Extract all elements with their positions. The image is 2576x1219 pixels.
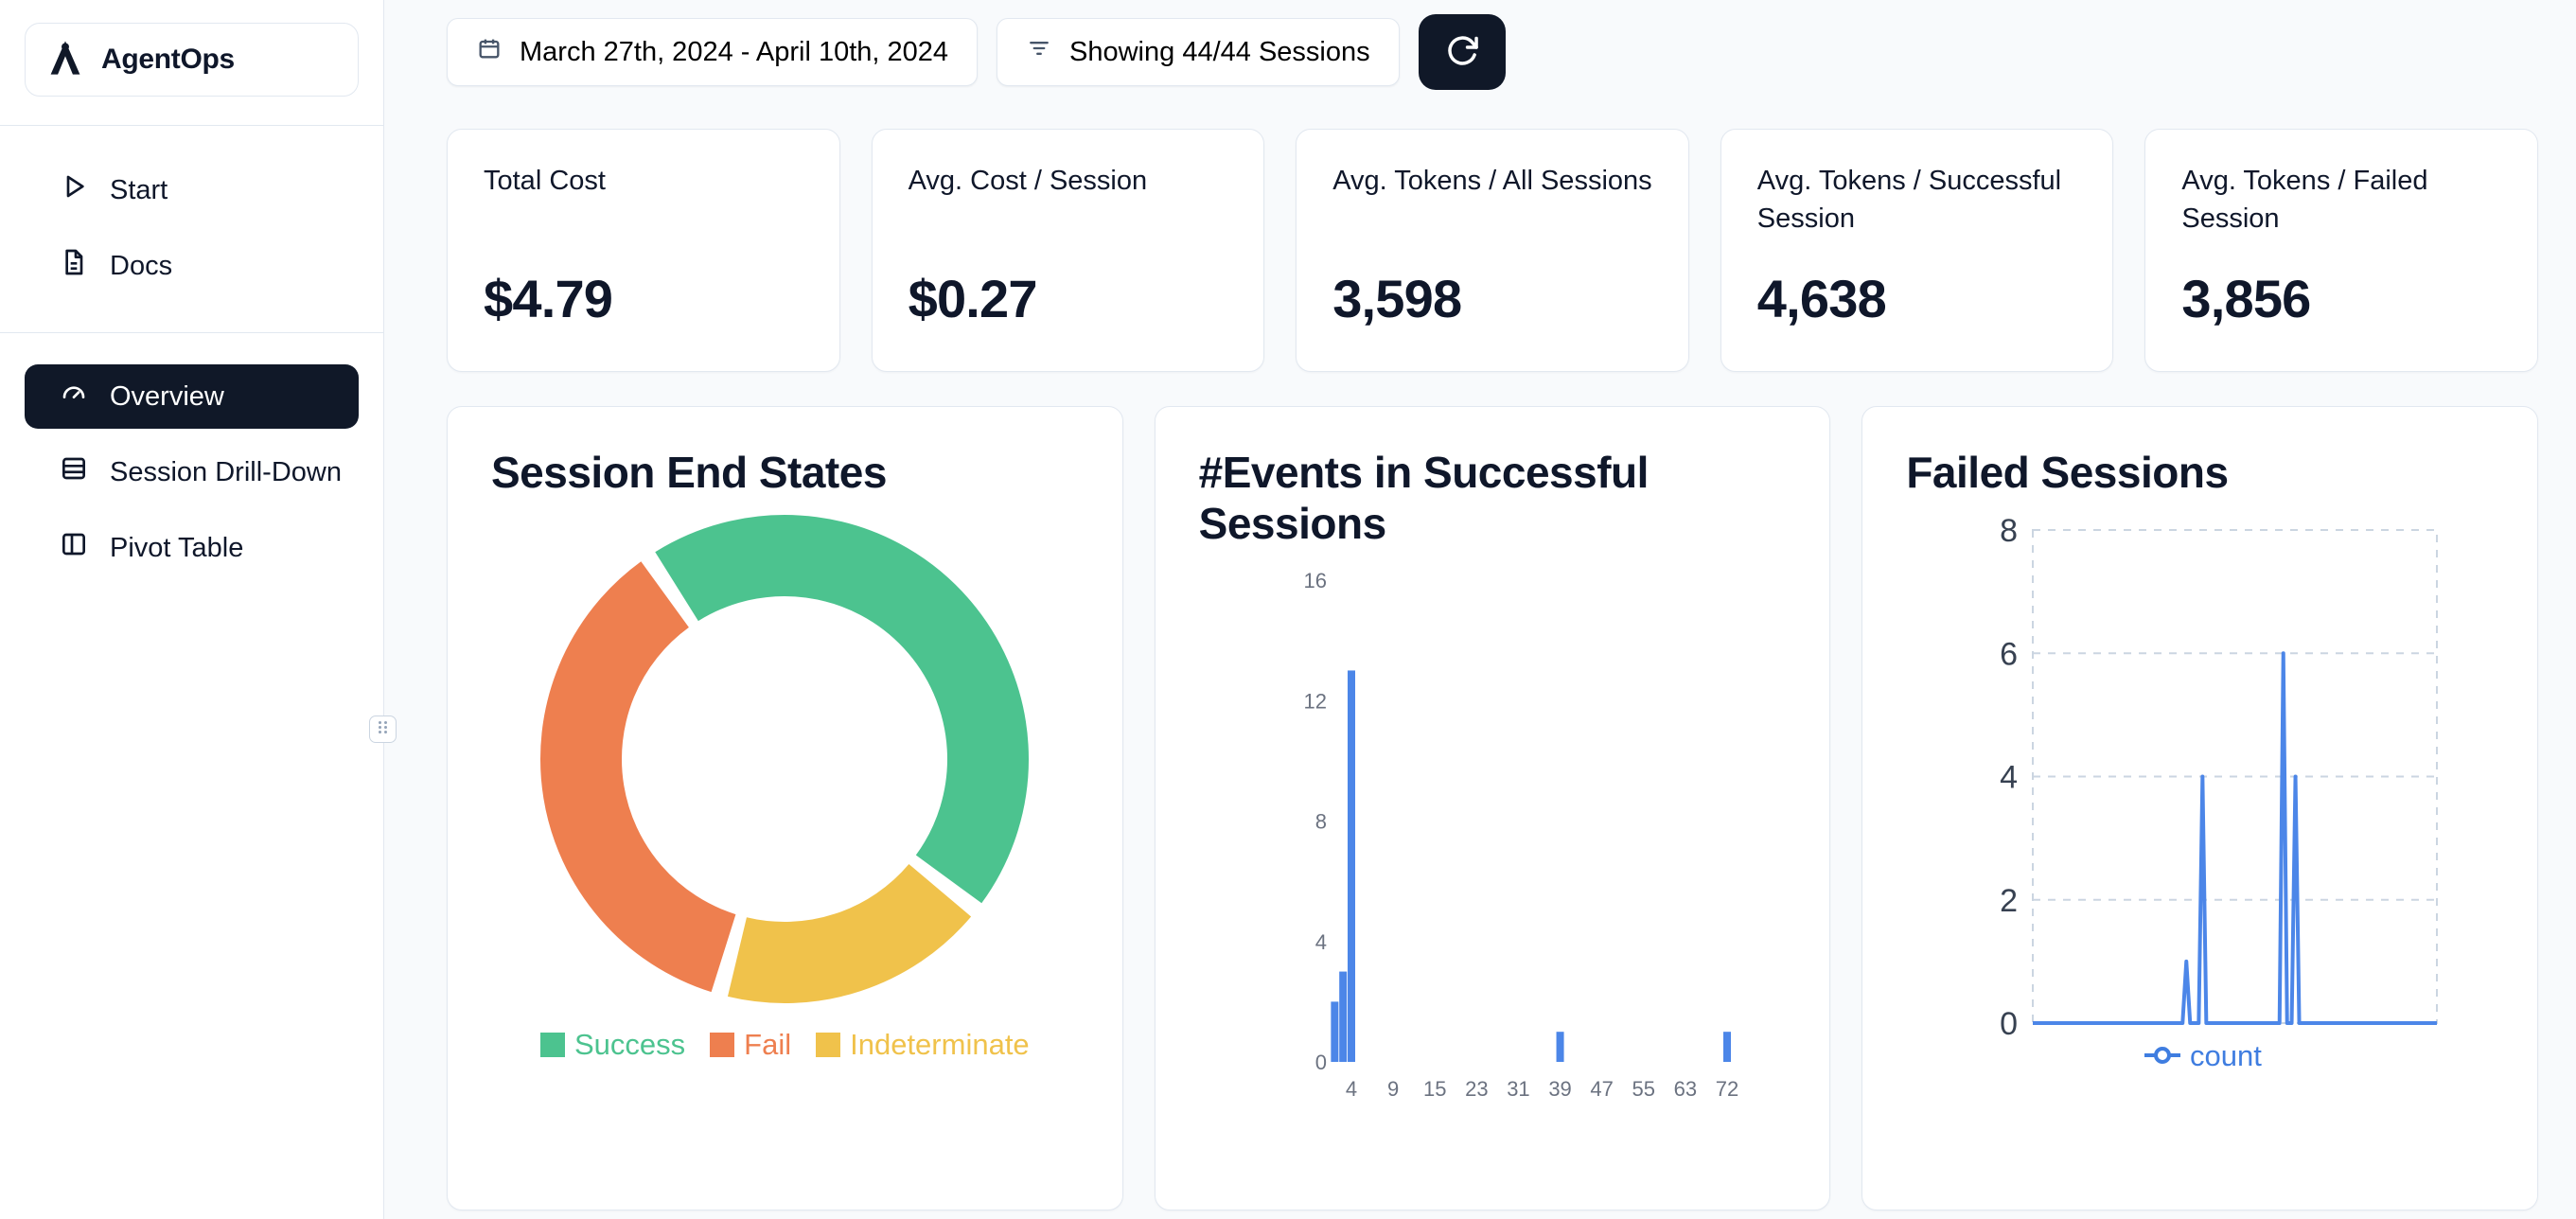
filter-icon — [1026, 35, 1052, 69]
stat-card-avg-tokens-all: Avg. Tokens / All Sessions 3,598 — [1296, 129, 1689, 372]
list-rows-icon — [59, 453, 89, 491]
svg-text:4: 4 — [1346, 1077, 1357, 1101]
sidebar-item-session-drill-down[interactable]: Session Drill-Down — [0, 434, 383, 510]
stat-label: Avg. Tokens / All Sessions — [1332, 166, 1652, 196]
svg-text:count: count — [2190, 1039, 2262, 1072]
svg-text:2: 2 — [2000, 883, 2018, 919]
stat-label: Avg. Tokens / Successful Session — [1756, 166, 2062, 234]
sidebar-item-label: Start — [110, 174, 168, 205]
stat-card-avg-tokens-failed: Avg. Tokens / Failed Session 3,856 — [2144, 129, 2538, 372]
legend-label: Indeterminate — [850, 1028, 1030, 1061]
sidebar-item-label: Docs — [110, 250, 173, 281]
svg-text:4: 4 — [2000, 760, 2018, 796]
calendar-icon — [476, 35, 503, 69]
main-content: March 27th, 2024 - April 10th, 2024 Show… — [384, 0, 2576, 1219]
brand-name: AgentOps — [101, 44, 235, 75]
donut-legend: Success Fail Indeterminate — [491, 1028, 1079, 1062]
legend-label: Success — [573, 1028, 686, 1061]
events-in-successful-sessions-card: #Events in Successful Sessions 0 4 8 12 16 4 9… — [1154, 406, 1831, 1210]
stat-label: Total Cost — [484, 166, 606, 196]
svg-text:9: 9 — [1387, 1077, 1399, 1101]
sidebar-item-overview[interactable]: Overview — [25, 364, 359, 429]
agentops-logo-icon — [44, 37, 86, 83]
legend-swatch-indeterminate — [816, 1033, 841, 1057]
session-end-states-donut — [540, 515, 1030, 1003]
legend-label: Fail — [744, 1028, 792, 1061]
sidebar-nav-top: Start Docs — [0, 152, 383, 304]
date-range-button[interactable]: March 27th, 2024 - April 10th, 2024 — [447, 18, 979, 86]
svg-text:31: 31 — [1507, 1077, 1529, 1101]
stat-label: Avg. Cost / Session — [908, 166, 1148, 196]
stat-card-total-cost: Total Cost $4.79 — [447, 129, 840, 372]
sidebar-item-start[interactable]: Start — [0, 152, 383, 228]
sidebar-item-pivot-table[interactable]: Pivot Table — [0, 510, 383, 586]
refresh-icon — [1444, 33, 1480, 72]
play-icon — [59, 171, 89, 209]
svg-text:47: 47 — [1590, 1077, 1613, 1101]
sidebar-divider — [0, 125, 383, 126]
stat-value: 3,598 — [1332, 269, 1462, 328]
svg-text:55: 55 — [1632, 1077, 1654, 1101]
grip-dots-icon — [377, 720, 389, 739]
sidebar-item-label: Session Drill-Down — [110, 456, 342, 487]
stat-label: Avg. Tokens / Failed Session — [2181, 166, 2428, 234]
sidebar: AgentOps Start Docs Overview — [0, 0, 397, 1219]
session-end-states-card: Session End States Success Fail Indeterm… — [447, 406, 1123, 1210]
legend-swatch-fail — [710, 1033, 735, 1057]
charts-row: Session End States Success Fail Indeterm… — [447, 406, 2538, 1210]
legend-swatch-success — [539, 1033, 565, 1057]
svg-text:4: 4 — [1314, 930, 1326, 954]
svg-text:15: 15 — [1423, 1077, 1446, 1101]
chart-title: #Events in Successful Sessions — [1198, 448, 1650, 548]
sessions-filter-label: Showing 44/44 Sessions — [1069, 36, 1370, 67]
table-columns-icon — [59, 529, 89, 567]
svg-text:16: 16 — [1303, 569, 1326, 592]
sidebar-nav-main: Overview Session Drill-Down Pivot Table — [0, 364, 383, 586]
svg-text:39: 39 — [1548, 1077, 1571, 1101]
stat-value: 4,638 — [1756, 269, 1887, 328]
failed-sessions-chart: 0 2 4 6 8 count — [2000, 513, 2439, 1072]
donut-legend-item[interactable]: Fail — [710, 1028, 791, 1062]
stat-value: 3,856 — [2181, 269, 2311, 328]
donut-legend-item[interactable]: Indeterminate — [816, 1028, 1030, 1062]
svg-text:72: 72 — [1715, 1077, 1738, 1101]
sidebar-resize-handle[interactable] — [369, 716, 397, 743]
svg-text:0: 0 — [1314, 1051, 1326, 1074]
donut-legend-item[interactable]: Success — [539, 1028, 686, 1062]
svg-text:6: 6 — [2000, 636, 2018, 672]
stat-value: $0.27 — [908, 269, 1038, 328]
sidebar-divider — [0, 332, 383, 333]
svg-text:63: 63 — [1673, 1077, 1696, 1101]
stat-card-avg-tokens-successful: Avg. Tokens / Successful Session 4,638 — [1720, 129, 2114, 372]
refresh-button[interactable] — [1418, 14, 1506, 90]
document-icon — [59, 247, 89, 285]
failed-sessions-card: Failed Sessions 0 2 4 6 8 count — [1861, 406, 2538, 1210]
chart-title: Session End States — [491, 448, 887, 497]
svg-text:0: 0 — [2000, 1006, 2018, 1042]
stat-value: $4.79 — [484, 269, 613, 328]
svg-text:12: 12 — [1303, 689, 1326, 713]
gauge-icon — [59, 378, 89, 415]
svg-text:8: 8 — [2000, 513, 2018, 549]
stats-row: Total Cost $4.79 Avg. Cost / Session $0.… — [447, 129, 2538, 372]
chart-title: Failed Sessions — [1906, 448, 2229, 497]
brand-box[interactable]: AgentOps — [25, 23, 359, 97]
sidebar-item-docs[interactable]: Docs — [0, 228, 383, 304]
sessions-filter-button[interactable]: Showing 44/44 Sessions — [997, 18, 1400, 86]
svg-text:23: 23 — [1465, 1077, 1488, 1101]
date-range-label: March 27th, 2024 - April 10th, 2024 — [520, 36, 949, 67]
topbar: March 27th, 2024 - April 10th, 2024 Show… — [447, 13, 2538, 91]
sidebar-item-label: Overview — [110, 380, 224, 412]
svg-text:8: 8 — [1314, 810, 1326, 834]
sidebar-item-label: Pivot Table — [110, 532, 244, 563]
stat-card-avg-cost-session: Avg. Cost / Session $0.27 — [871, 129, 1265, 372]
